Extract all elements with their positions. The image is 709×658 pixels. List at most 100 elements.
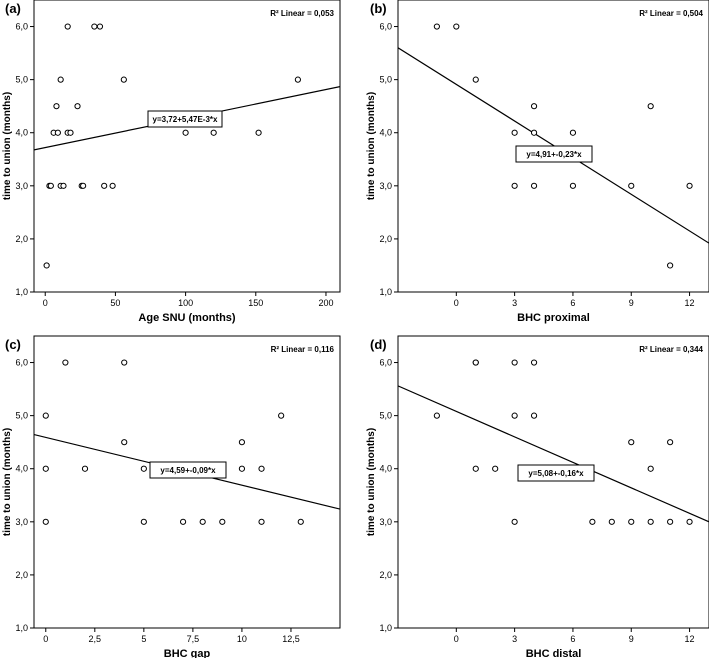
data-point — [647, 465, 654, 472]
data-point — [647, 103, 654, 110]
data-point — [667, 439, 674, 446]
y-tick-label: 3,0 — [379, 181, 392, 191]
data-point — [67, 129, 74, 136]
panel-label: (d) — [370, 337, 387, 352]
data-point — [453, 23, 460, 30]
data-point — [530, 412, 538, 419]
data-point — [42, 518, 49, 525]
data-point — [80, 182, 87, 189]
y-tick-label: 4,0 — [379, 464, 392, 474]
data-point — [238, 439, 246, 446]
x-tick-label: 12 — [685, 634, 695, 644]
data-point — [628, 182, 635, 189]
data-point — [64, 23, 71, 30]
data-point — [238, 465, 246, 472]
data-point — [60, 182, 67, 189]
data-point — [43, 262, 50, 269]
regression-line — [398, 385, 709, 523]
equation-label: y=5,08+-0,16*x — [528, 469, 584, 478]
data-point — [608, 518, 615, 525]
data-point — [91, 23, 98, 30]
plot-frame — [33, 335, 341, 629]
x-tick-label: 9 — [629, 298, 634, 308]
data-point — [74, 103, 81, 110]
r2-linear-label: R² Linear = 0,504 — [639, 9, 703, 18]
equation-box — [517, 464, 595, 482]
data-point — [530, 359, 538, 366]
x-tick-label: 0 — [43, 634, 48, 644]
data-point — [530, 129, 538, 136]
data-point — [511, 129, 518, 136]
y-tick-label: 6,0 — [15, 358, 28, 368]
panel-label: (a) — [5, 1, 21, 16]
data-point — [511, 518, 518, 525]
data-point — [182, 129, 189, 136]
x-tick-label: 0 — [454, 634, 459, 644]
y-tick-label: 5,0 — [379, 411, 392, 421]
data-point — [297, 518, 304, 525]
data-point — [511, 359, 518, 366]
data-point — [472, 76, 479, 83]
data-point — [686, 182, 693, 189]
y-tick-label: 2,0 — [379, 234, 392, 244]
y-tick-label: 5,0 — [15, 75, 28, 85]
regression-line — [398, 47, 709, 244]
plot-frame — [397, 335, 709, 629]
data-point — [628, 439, 635, 446]
y-axis-title: time to union (months) — [2, 92, 13, 200]
y-tick-label: 3,0 — [379, 517, 392, 527]
y-tick-label: 3,0 — [15, 181, 28, 191]
data-point — [121, 439, 128, 446]
data-point — [120, 76, 127, 83]
data-point — [530, 103, 538, 110]
data-point — [686, 518, 693, 525]
data-point — [492, 465, 499, 472]
data-point — [589, 518, 596, 525]
y-axis-title: time to union (months) — [2, 428, 13, 536]
data-point — [433, 412, 440, 419]
y-tick-label: 4,0 — [379, 128, 392, 138]
equation-label: y=4,59+-0,09*x — [160, 466, 216, 475]
data-point — [219, 518, 226, 525]
data-point — [199, 518, 206, 525]
data-point — [258, 465, 265, 472]
x-tick-label: 12 — [685, 298, 695, 308]
y-axis-title: time to union (months) — [366, 92, 377, 200]
data-point — [647, 518, 654, 525]
x-tick-label: 0 — [454, 298, 459, 308]
r2-linear-label: R² Linear = 0,344 — [639, 345, 703, 354]
x-tick-label: 3 — [512, 298, 517, 308]
x-tick-label: 0 — [43, 298, 48, 308]
x-tick-label: 5 — [141, 634, 146, 644]
x-tick-label: 12,5 — [282, 634, 300, 644]
x-tick-label: 50 — [110, 298, 120, 308]
panel-label: (c) — [5, 337, 21, 352]
y-tick-label: 1,0 — [379, 287, 392, 297]
y-tick-label: 6,0 — [15, 22, 28, 32]
data-point — [530, 182, 538, 189]
data-point — [96, 23, 104, 30]
data-point — [255, 129, 262, 136]
x-tick-label: 7,5 — [187, 634, 200, 644]
equation-box — [147, 110, 223, 128]
x-tick-label: 100 — [178, 298, 193, 308]
data-point — [42, 412, 49, 419]
x-tick-label: 2,5 — [89, 634, 102, 644]
data-point — [179, 518, 187, 525]
x-axis-title: BHC distal — [526, 648, 582, 658]
y-axis-title: time to union (months) — [366, 428, 377, 536]
data-point — [81, 465, 89, 472]
data-point — [569, 129, 577, 136]
data-point — [472, 465, 479, 472]
data-point — [101, 182, 108, 189]
x-axis-title: BHC gap — [164, 648, 211, 658]
data-point — [121, 359, 128, 366]
y-tick-label: 1,0 — [379, 623, 392, 633]
data-point — [109, 182, 116, 189]
x-tick-label: 150 — [248, 298, 263, 308]
x-axis-title: Age SNU (months) — [138, 312, 236, 324]
y-tick-label: 4,0 — [15, 464, 28, 474]
data-point — [278, 412, 285, 419]
data-point — [511, 182, 518, 189]
x-tick-label: 3 — [512, 634, 517, 644]
